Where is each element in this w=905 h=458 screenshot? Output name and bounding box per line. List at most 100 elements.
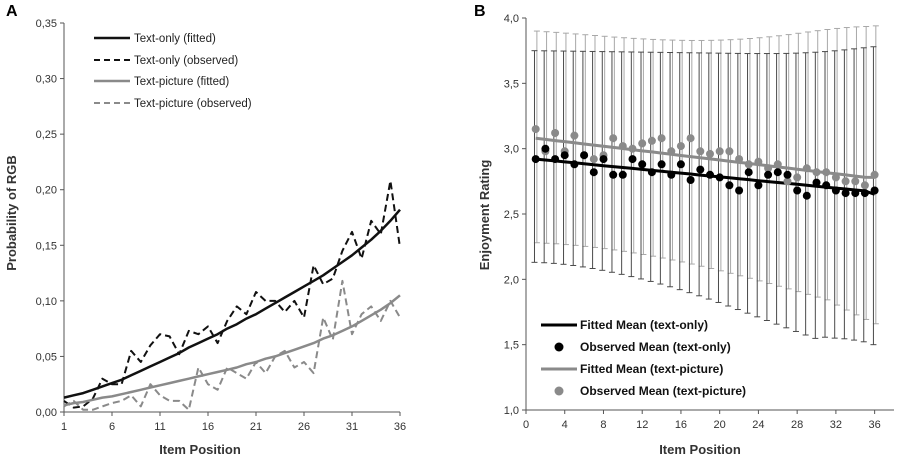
b-point-observed-mean-text-picture (783, 177, 792, 186)
panel-b-label: B (474, 3, 486, 20)
b-point-observed-mean-text-only (638, 160, 647, 169)
b-point-observed-mean-text-only (802, 191, 811, 200)
b-point-observed-mean-text-picture (696, 147, 705, 156)
legend-label-text-picture-observed: Text-picture (observed) (134, 98, 252, 110)
a-xtick-label: 36 (394, 421, 406, 433)
legend-label-text-picture-fitted: Text-picture (fitted) (134, 76, 229, 88)
b-xtick-label: 16 (675, 419, 687, 431)
panel-a-legend: Text-only (fitted) Text-only (observed) … (94, 33, 252, 110)
b-point-observed-mean-text-only (725, 181, 734, 190)
b-point-observed-mean-text-only (783, 170, 792, 179)
b-point-observed-mean-text-only (589, 168, 598, 177)
panel-b: B 1,0 1,5 2,0 2,5 3,0 3,5 4,0 0 4 8 12 16 20 24 28 32 36… (474, 3, 894, 457)
panel-a-label: A (6, 3, 18, 20)
panel-a-ylabel: Probability of RGB (4, 155, 19, 271)
b-xtick-label: 28 (791, 419, 803, 431)
b-point-observed-mean-text-picture (715, 147, 724, 156)
b-point-observed-mean-text-picture (647, 136, 656, 145)
b-ytick-label: 2,0 (504, 274, 519, 286)
panel-b-plot-area: 1,0 1,5 2,0 2,5 3,0 3,5 4,0 0 4 8 12 16 20 24 28 32 36 (504, 13, 894, 431)
b-point-observed-mean-text-only (754, 181, 763, 190)
b-point-observed-mean-text-picture (831, 173, 840, 182)
b-point-observed-mean-text-picture (793, 173, 802, 182)
b-point-observed-mean-text-only (706, 170, 714, 179)
legend-swatch-observed-text-picture (554, 386, 564, 396)
panel-b-ylabel: Enjoyment Rating (477, 160, 492, 271)
b-point-observed-mean-text-only (812, 178, 821, 187)
b-point-observed-mean-text-picture (735, 155, 744, 164)
b-point-observed-mean-text-picture (812, 168, 821, 177)
b-point-observed-mean-text-picture (851, 177, 860, 186)
b-point-observed-mean-text-only (667, 170, 676, 179)
b-xtick-label: 8 (600, 419, 606, 431)
b-point-observed-mean-text-only (851, 189, 860, 198)
b-point-observed-mean-text-picture (802, 164, 811, 173)
b-point-observed-mean-text-only (696, 165, 705, 174)
b-ytick-label: 3,0 (504, 144, 519, 156)
b-point-observed-mean-text-picture (570, 131, 579, 140)
b-point-observed-mean-text-only (657, 160, 666, 169)
a-xtick-label: 1 (61, 421, 67, 433)
a-xtick-label: 26 (298, 421, 310, 433)
b-point-observed-mean-text-only (841, 189, 850, 198)
b-ytick-label: 4,0 (504, 13, 519, 25)
b-point-observed-mean-text-only (580, 151, 589, 160)
legend-swatch-observed-text-only (554, 342, 564, 352)
b-point-observed-mean-text-only (609, 170, 618, 179)
b-point-observed-mean-text-picture (609, 134, 618, 143)
a-ytick-label: 0,05 (36, 351, 57, 363)
a-xtick-label: 6 (109, 421, 115, 433)
b-point-observed-mean-text-only (647, 168, 656, 177)
b-point-observed-mean-text-only (870, 186, 879, 195)
a-series-text-picture-fitted (63, 294, 401, 407)
a-series-text-only-fitted (63, 208, 401, 399)
b-ytick-label: 1,5 (504, 340, 519, 352)
panel-a-plot-area: 0,000,050,100,150,200,250,300,351 6 11 16 21… (36, 18, 407, 433)
a-xtick-label: 21 (250, 421, 262, 433)
b-point-observed-mean-text-only (618, 170, 627, 179)
b-point-observed-mean-text-only (686, 176, 695, 184)
b-point-observed-mean-text-picture (686, 134, 695, 143)
b-point-observed-mean-text-only (531, 155, 540, 164)
b-point-observed-mean-text-picture (551, 129, 560, 137)
b-point-observed-mean-text-only (860, 189, 869, 198)
b-xtick-label: 36 (869, 419, 881, 431)
b-xtick-label: 12 (636, 419, 648, 431)
a-xtick-label: 31 (346, 421, 358, 433)
legend-label-text-only-fitted: Text-only (fitted) (134, 33, 216, 45)
b-point-observed-mean-text-picture (706, 149, 714, 158)
b-point-observed-mean-text-picture (725, 147, 734, 156)
panel-b-xlabel: Item Position (659, 442, 741, 457)
b-point-observed-mean-text-only (560, 151, 569, 160)
b-point-observed-mean-text-only (628, 155, 637, 164)
b-point-observed-mean-text-only (764, 170, 773, 179)
legend-label-fitted-text-picture: Fitted Mean (text-picture) (580, 362, 723, 376)
b-point-observed-mean-text-only (822, 181, 831, 190)
b-ytick-label: 1,0 (504, 405, 519, 417)
b-point-observed-mean-text-picture (657, 134, 666, 143)
b-series-fitted-mean-text-only (535, 157, 876, 196)
b-point-observed-mean-text-picture (667, 147, 676, 156)
b-point-observed-mean-text-picture (676, 142, 685, 151)
a-ytick-label: 0,25 (36, 129, 57, 141)
b-point-observed-mean-text-picture (589, 155, 598, 164)
panel-a-xlabel: Item Position (159, 442, 241, 457)
b-point-observed-mean-text-only (541, 144, 550, 153)
b-xtick-label: 4 (562, 419, 568, 431)
legend-label-observed-text-only: Observed Mean (text-only) (580, 340, 731, 354)
b-point-observed-mean-text-only (570, 160, 579, 169)
b-point-observed-mean-text-picture (638, 139, 647, 148)
b-ytick-label: 3,5 (504, 78, 519, 90)
b-point-observed-mean-text-picture (618, 142, 627, 151)
a-ytick-label: 0,15 (36, 240, 57, 252)
b-point-observed-mean-text-picture (744, 160, 753, 169)
a-ytick-label: 0,00 (36, 407, 57, 419)
b-xtick-label: 24 (752, 419, 764, 431)
b-point-observed-mean-text-picture (773, 160, 782, 169)
b-point-observed-mean-text-picture (628, 144, 637, 153)
b-point-observed-mean-text-only (551, 155, 560, 164)
legend-label-observed-text-picture: Observed Mean (text-picture) (580, 384, 746, 398)
b-point-observed-mean-text-only (744, 168, 753, 177)
a-series-text-only-observed (63, 179, 401, 409)
